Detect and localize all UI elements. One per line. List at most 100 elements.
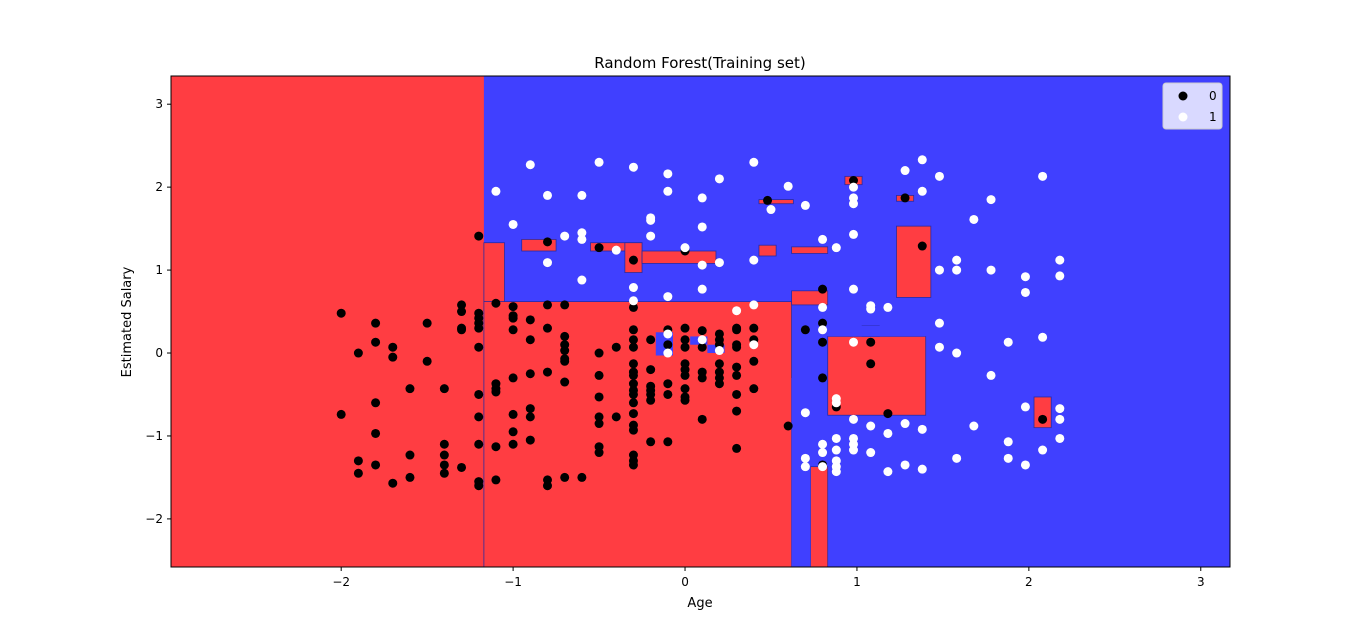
point-class-0 — [560, 331, 570, 341]
point-class-1 — [1038, 171, 1048, 181]
point-class-1 — [1055, 255, 1065, 265]
point-class-0 — [491, 298, 501, 308]
point-class-0 — [697, 373, 707, 383]
point-class-0 — [732, 406, 742, 416]
point-class-0 — [646, 335, 656, 345]
point-class-1 — [560, 231, 570, 241]
point-class-1 — [800, 200, 810, 210]
point-class-0 — [818, 373, 828, 383]
y-tick-label: −2 — [145, 512, 163, 526]
point-class-0 — [560, 356, 570, 366]
point-class-1 — [986, 265, 996, 275]
point-class-0 — [577, 472, 587, 482]
point-class-0 — [628, 255, 638, 265]
point-class-0 — [439, 460, 449, 470]
point-class-1 — [749, 157, 759, 167]
point-class-1 — [542, 258, 552, 268]
point-class-0 — [525, 412, 535, 422]
point-class-1 — [800, 453, 810, 463]
decision-region-class-0 — [521, 238, 557, 252]
point-class-1 — [1055, 404, 1065, 414]
point-class-1 — [646, 215, 656, 225]
point-class-1 — [883, 467, 893, 477]
point-class-1 — [831, 243, 841, 253]
point-class-1 — [934, 265, 944, 275]
point-class-0 — [491, 442, 501, 452]
point-class-0 — [491, 387, 501, 397]
point-class-1 — [628, 282, 638, 292]
point-class-0 — [800, 325, 810, 335]
point-class-0 — [749, 384, 759, 394]
point-class-1 — [1055, 271, 1065, 281]
point-class-1 — [800, 462, 810, 472]
point-class-0 — [336, 409, 346, 419]
point-class-0 — [388, 478, 398, 488]
y-tick-label: 2 — [155, 180, 163, 194]
decision-region-class-1 — [827, 325, 926, 337]
point-class-0 — [353, 348, 363, 358]
point-class-0 — [439, 450, 449, 460]
plot-frame — [170, 75, 1231, 568]
point-class-0 — [439, 384, 449, 394]
point-class-1 — [542, 190, 552, 200]
point-class-0 — [680, 395, 690, 405]
point-class-0 — [405, 472, 415, 482]
decision-region-class-0 — [791, 290, 829, 306]
point-class-1 — [663, 169, 673, 179]
point-class-0 — [508, 409, 518, 419]
point-class-1 — [577, 190, 587, 200]
x-tick-label: 2 — [1025, 575, 1033, 589]
point-class-1 — [663, 329, 673, 339]
point-class-1 — [697, 335, 707, 345]
point-class-1 — [818, 234, 828, 244]
decision-region-class-0 — [758, 244, 777, 257]
point-class-1 — [952, 265, 962, 275]
point-class-0 — [439, 468, 449, 478]
point-class-0 — [405, 384, 415, 394]
point-class-0 — [474, 323, 484, 333]
point-class-0 — [491, 475, 501, 485]
point-class-1 — [831, 467, 841, 477]
point-class-1 — [818, 448, 828, 458]
point-class-0 — [542, 367, 552, 377]
point-class-0 — [525, 335, 535, 345]
point-class-0 — [474, 481, 484, 491]
point-class-0 — [542, 481, 552, 491]
point-class-0 — [628, 425, 638, 435]
point-class-0 — [525, 369, 535, 379]
point-class-1 — [1055, 433, 1065, 443]
point-class-1 — [849, 414, 859, 424]
x-tick-label: −1 — [504, 575, 522, 589]
point-class-1 — [1020, 460, 1030, 470]
point-class-0 — [457, 325, 467, 335]
point-class-0 — [508, 439, 518, 449]
point-class-0 — [646, 437, 656, 447]
point-class-0 — [628, 342, 638, 352]
point-class-1 — [934, 171, 944, 181]
point-class-1 — [818, 302, 828, 312]
point-class-0 — [732, 362, 742, 372]
point-class-1 — [491, 186, 501, 196]
point-class-0 — [663, 437, 673, 447]
point-class-0 — [749, 323, 759, 333]
point-class-1 — [1003, 453, 1013, 463]
point-class-0 — [680, 323, 690, 333]
point-class-0 — [422, 318, 432, 328]
decision-region-class-0 — [896, 225, 932, 298]
point-class-0 — [866, 337, 876, 347]
point-class-0 — [336, 308, 346, 318]
point-class-0 — [697, 326, 707, 336]
point-class-0 — [594, 370, 604, 380]
point-class-1 — [749, 300, 759, 310]
point-class-1 — [849, 182, 859, 192]
y-tick-label: 0 — [155, 346, 163, 360]
point-class-0 — [508, 373, 518, 383]
point-class-0 — [388, 352, 398, 362]
point-class-0 — [866, 359, 876, 369]
point-class-0 — [457, 462, 467, 472]
point-class-1 — [917, 464, 927, 474]
point-class-0 — [749, 356, 759, 366]
point-class-1 — [969, 421, 979, 431]
point-class-0 — [818, 318, 828, 328]
point-class-1 — [594, 157, 604, 167]
